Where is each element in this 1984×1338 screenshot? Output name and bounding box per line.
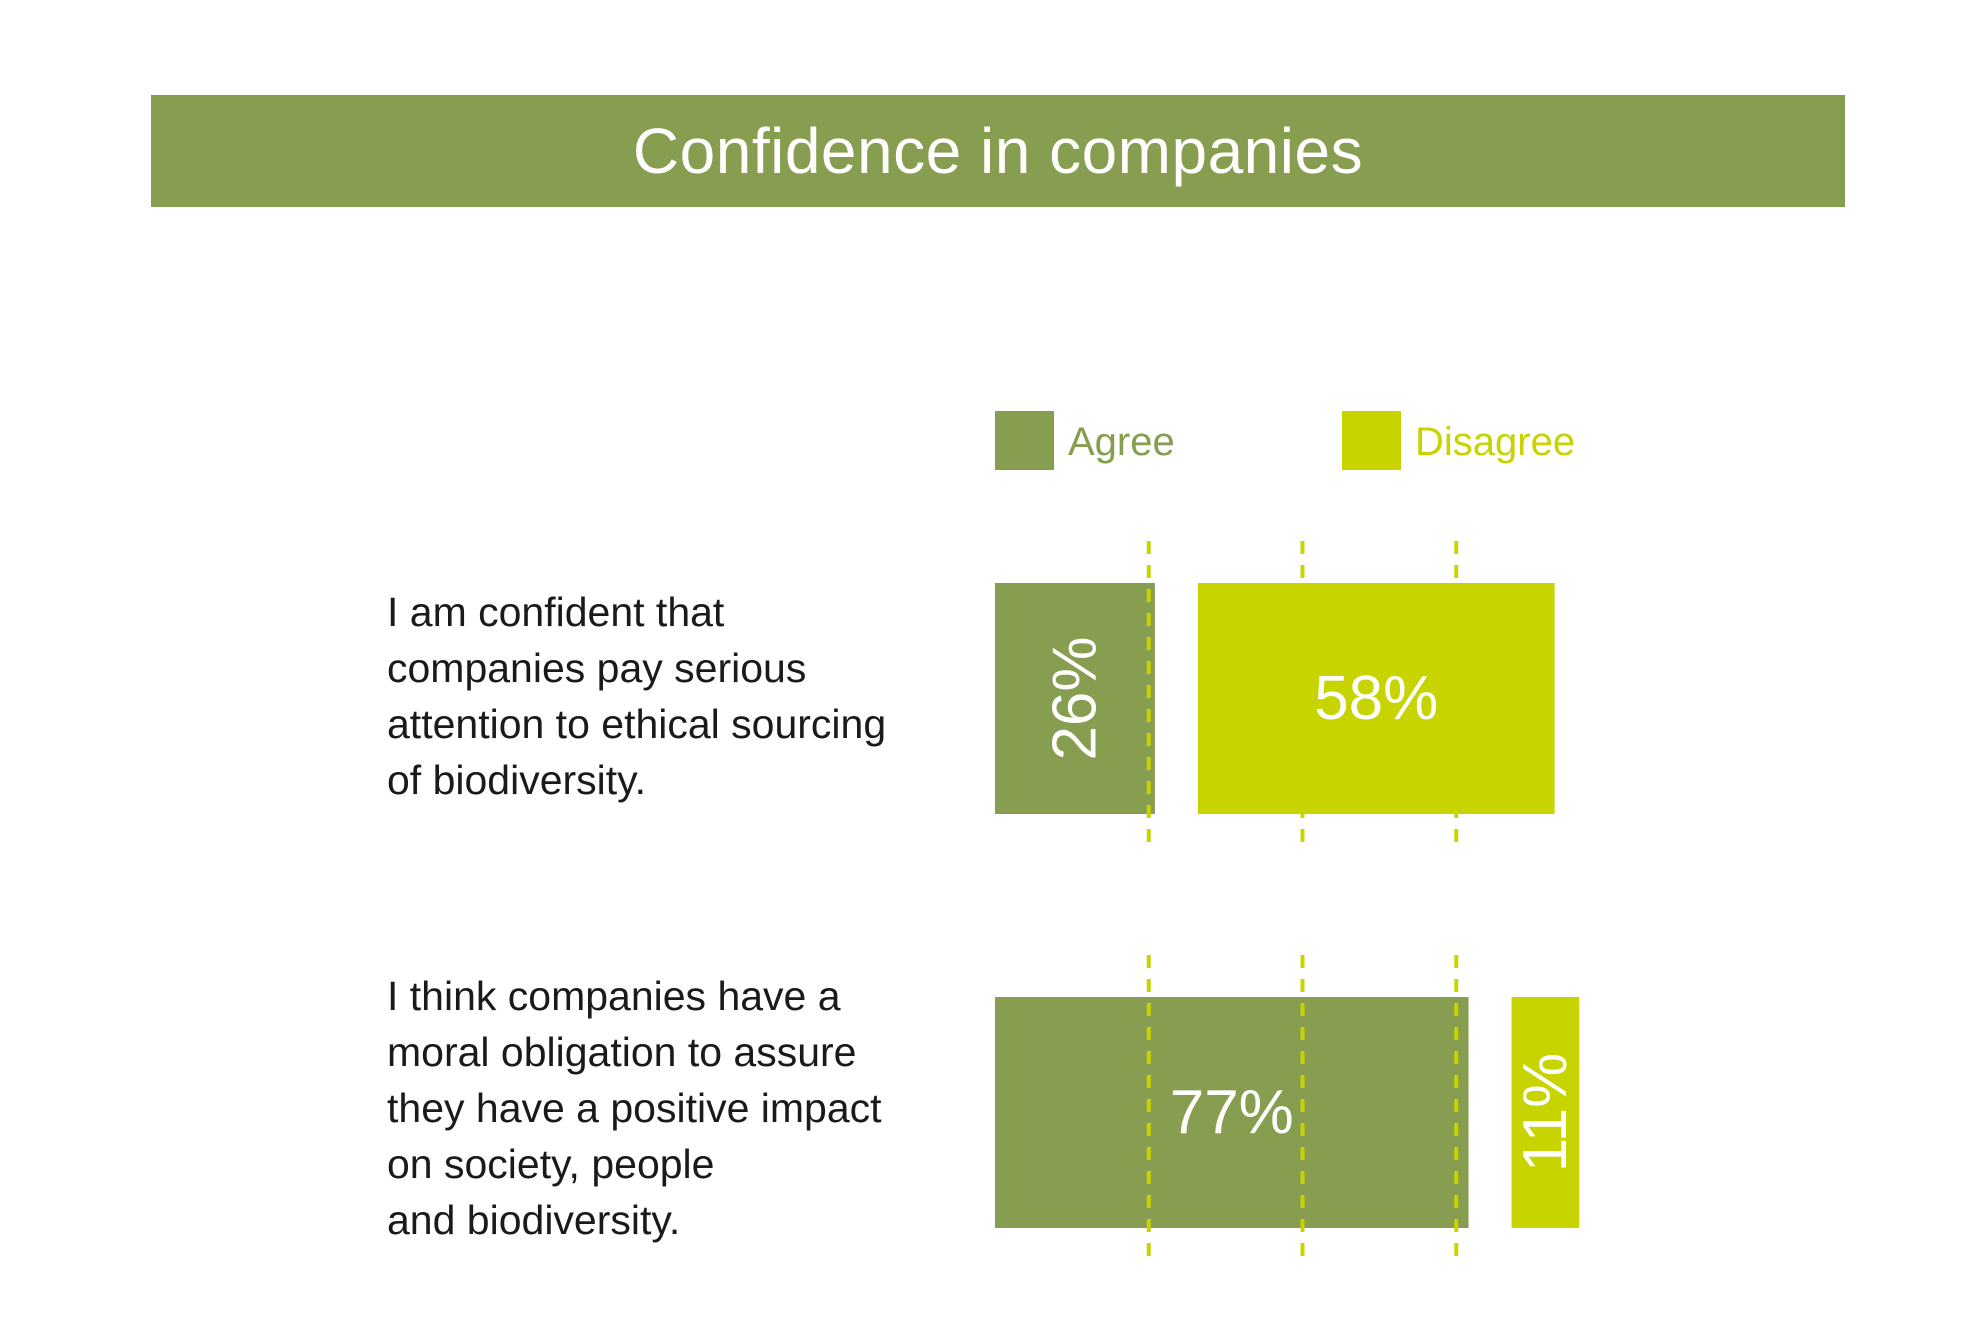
data-label-disagree-2: 11%: [1511, 1053, 1580, 1173]
legend-label-agree: Agree: [1068, 420, 1175, 464]
data-label-agree-2: 77%: [1170, 1078, 1294, 1147]
legend-label-disagree: Disagree: [1415, 420, 1575, 464]
legend-swatch-agree: [995, 411, 1054, 470]
bar-disagree-1: [1197, 583, 1555, 814]
chart-title: Confidence in companies: [632, 115, 1364, 187]
bar-agree-1: [995, 583, 1155, 814]
data-label-agree-1: 26%: [1040, 636, 1109, 760]
title-banner: Confidence in companies: [151, 95, 1845, 207]
question-1-label: I am confident that companies pay seriou…: [387, 589, 887, 803]
bar-agree-2: [995, 997, 1469, 1228]
question-2-label: I think companies have a moral obligatio…: [387, 973, 882, 1243]
legend-swatch-disagree: [1342, 411, 1401, 470]
data-label-disagree-1: 58%: [1314, 664, 1438, 733]
bar-disagree-2: [1511, 997, 1580, 1228]
